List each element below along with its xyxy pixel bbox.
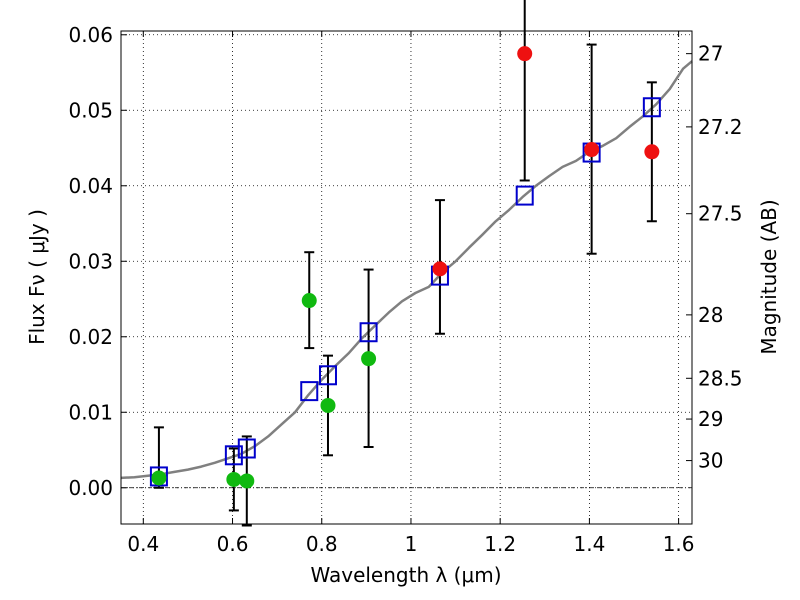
right-axis-tick-label: 27: [698, 42, 723, 66]
right-axis-tick-label: 28.5: [698, 366, 743, 390]
observed-point-red: [644, 144, 660, 160]
y-tick-label: 0.02: [68, 325, 113, 349]
y-tick-label: 0.01: [68, 400, 113, 424]
right-axis-tick-label: 27.5: [698, 202, 743, 226]
y-axis-label: Flux Fν ( μJy ): [25, 209, 49, 345]
observed-point-green: [301, 293, 317, 309]
model-square: [300, 381, 319, 402]
x-tick-label: 1.2: [484, 532, 516, 556]
gridlines: [121, 31, 692, 524]
observed-point-green: [361, 351, 377, 367]
observed-point-green: [151, 470, 167, 486]
y-tick-label: 0.03: [68, 249, 113, 273]
observed-point-red: [517, 46, 533, 62]
x-tick-label: 1.6: [663, 532, 695, 556]
observed-point-green: [226, 471, 242, 487]
right-axis-tick-label: 29: [698, 407, 723, 431]
x-tick-label: 1: [405, 532, 418, 556]
axis-ticks: [121, 31, 692, 524]
model-square: [224, 445, 243, 466]
y-tick-label: 0.05: [68, 98, 113, 122]
observed-point-green: [320, 397, 336, 413]
model-square: [237, 438, 256, 459]
y-tick-label: 0.04: [68, 174, 113, 198]
y-tick-label: 0.00: [68, 476, 113, 500]
model-square: [359, 322, 378, 343]
observed-point-red: [584, 142, 600, 158]
right-axis-tick-label: 30: [698, 449, 723, 473]
right-axis-tick-label: 28: [698, 303, 723, 327]
x-tick-label: 1.4: [573, 532, 605, 556]
model-square: [515, 185, 534, 206]
observed-points: [151, 46, 660, 489]
x-axis-label: Wavelength λ (μm): [310, 563, 501, 587]
y-tick-label: 0.06: [68, 23, 113, 47]
x-tick-label: 0.8: [306, 532, 338, 556]
tick-labels: 0.4 0.6 0.8 1 1.2 1.4 1.6 0.00 0.01 0.02 0.03 0.04 0…: [68, 23, 742, 556]
model-square: [642, 97, 661, 118]
x-tick-label: 0.4: [127, 532, 159, 556]
right-axis-tick-label: 27.2: [698, 115, 743, 139]
observed-point-green: [239, 473, 255, 489]
observed-point-red: [432, 261, 448, 277]
model-square: [318, 365, 337, 386]
x-tick-label: 0.6: [217, 532, 249, 556]
plot-frame: [120, 30, 693, 525]
right-axis-label: Magnitude (AB): [757, 199, 781, 354]
